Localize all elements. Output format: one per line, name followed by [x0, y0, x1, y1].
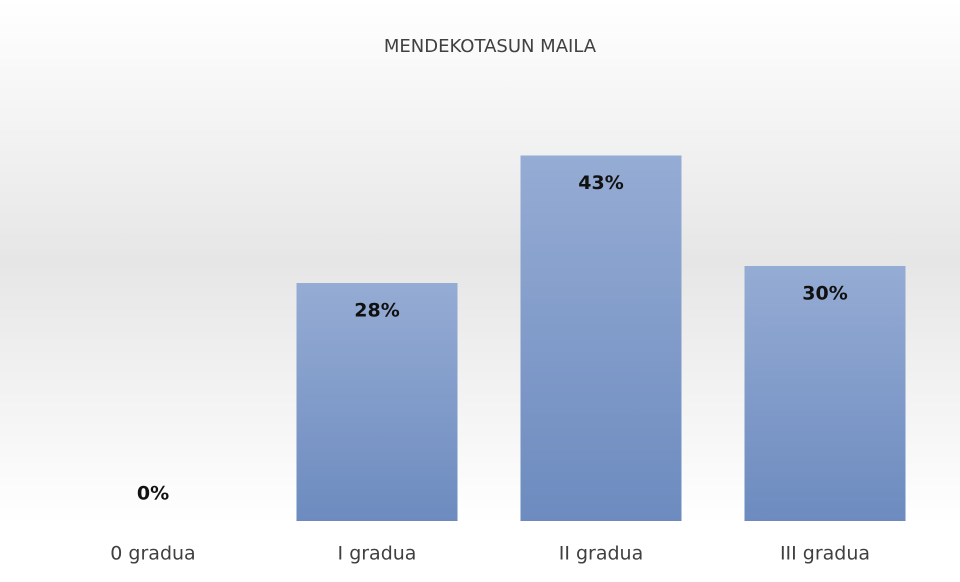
bar — [744, 266, 906, 521]
data-label: 43% — [578, 172, 623, 194]
x-tick-label: II gradua — [559, 543, 644, 565]
data-label: 30% — [802, 283, 847, 305]
bar — [296, 283, 458, 521]
data-label: 28% — [354, 300, 399, 322]
data-label: 0% — [137, 483, 169, 505]
x-tick-label: I gradua — [338, 543, 417, 565]
chart-title: MENDEKOTASUN MAILA — [384, 36, 597, 57]
x-tick-label: 0 gradua — [110, 543, 195, 565]
x-tick-label: III gradua — [780, 543, 870, 565]
bar — [520, 155, 682, 521]
